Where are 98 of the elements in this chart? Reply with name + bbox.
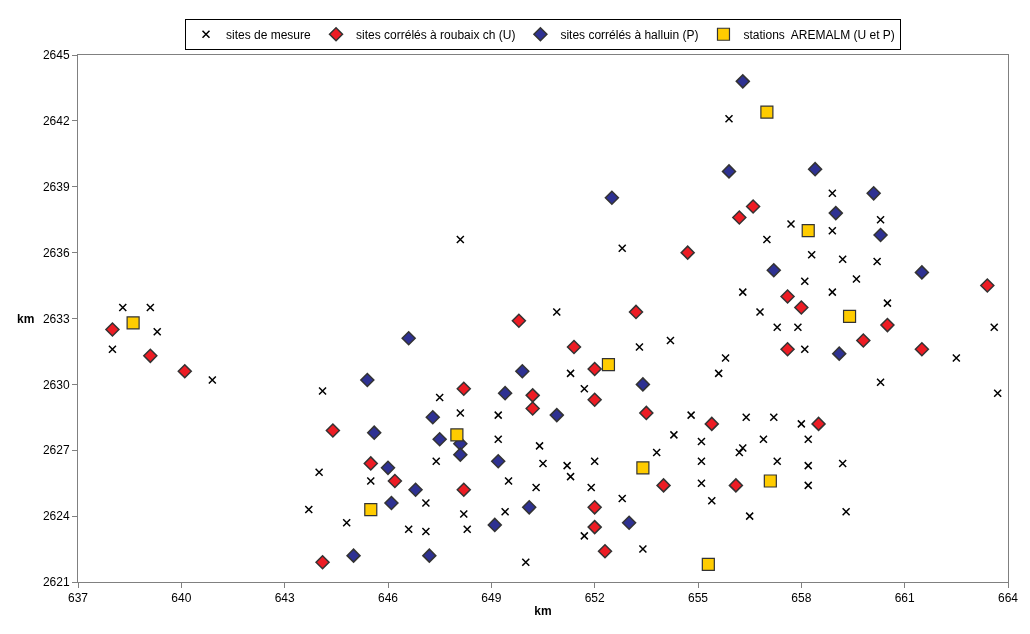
y-tick-label: 2621 bbox=[42, 575, 70, 590]
point bbox=[763, 474, 777, 488]
point bbox=[364, 502, 378, 517]
point bbox=[604, 190, 620, 205]
point bbox=[521, 500, 537, 515]
point bbox=[794, 300, 809, 315]
point bbox=[701, 557, 715, 572]
point bbox=[346, 548, 361, 563]
point bbox=[432, 432, 447, 447]
point bbox=[363, 456, 379, 471]
point bbox=[680, 245, 695, 260]
x-tick-label: 652 bbox=[584, 591, 605, 606]
x-tick-label: 658 bbox=[791, 591, 812, 606]
point bbox=[656, 478, 671, 493]
point bbox=[856, 333, 871, 348]
point bbox=[360, 372, 375, 388]
x-tick-label: 664 bbox=[997, 591, 1019, 606]
y-tick-label: 2633 bbox=[42, 311, 70, 326]
y-tick-label: 2627 bbox=[42, 443, 70, 458]
point bbox=[601, 358, 616, 372]
point bbox=[456, 482, 472, 498]
point bbox=[422, 548, 437, 563]
point bbox=[639, 405, 654, 421]
point bbox=[873, 227, 888, 243]
y-tick-label: 2639 bbox=[42, 179, 70, 194]
legend-label: sites corrélés à roubaix ch (U) bbox=[356, 27, 516, 42]
point bbox=[450, 428, 464, 442]
point bbox=[866, 186, 881, 201]
x-axis-title: km bbox=[534, 604, 552, 619]
point bbox=[811, 416, 826, 432]
x-tick-label: 649 bbox=[481, 591, 502, 606]
point bbox=[621, 515, 637, 530]
point bbox=[721, 164, 737, 179]
point bbox=[425, 410, 441, 425]
point bbox=[408, 482, 423, 498]
point bbox=[177, 363, 193, 379]
legend-label: sites corrélés à halluin (P) bbox=[560, 27, 699, 42]
point bbox=[453, 447, 468, 462]
point bbox=[842, 309, 857, 323]
point bbox=[636, 461, 650, 475]
point bbox=[126, 316, 140, 330]
x-tick-label: 646 bbox=[377, 591, 399, 606]
point bbox=[880, 317, 895, 333]
point bbox=[728, 478, 744, 493]
x-tick-label: 640 bbox=[171, 591, 192, 606]
point bbox=[587, 361, 602, 377]
y-tick-label: 2645 bbox=[42, 48, 70, 63]
point bbox=[525, 388, 540, 403]
point bbox=[366, 425, 382, 440]
point bbox=[511, 313, 527, 328]
point bbox=[732, 210, 747, 225]
point bbox=[980, 278, 995, 293]
point bbox=[801, 224, 815, 238]
point bbox=[780, 341, 795, 357]
point bbox=[760, 105, 774, 119]
point bbox=[766, 262, 782, 278]
x-tick-label: 661 bbox=[894, 591, 915, 606]
point bbox=[497, 385, 513, 401]
point bbox=[143, 348, 158, 364]
point bbox=[315, 554, 330, 570]
point bbox=[456, 381, 472, 397]
x-tick-label: 637 bbox=[67, 591, 89, 606]
point bbox=[105, 322, 120, 337]
point bbox=[745, 199, 761, 214]
x-tick-label: 655 bbox=[687, 591, 709, 606]
point bbox=[735, 74, 751, 89]
point bbox=[704, 416, 720, 432]
point bbox=[831, 346, 847, 361]
point bbox=[401, 331, 416, 346]
point bbox=[387, 473, 403, 489]
legend-label: stations AREMALM (U et P) bbox=[743, 27, 895, 42]
point bbox=[780, 289, 795, 304]
y-axis-title: km bbox=[17, 312, 35, 326]
point bbox=[587, 519, 602, 535]
point bbox=[487, 517, 503, 533]
point bbox=[566, 339, 582, 355]
point bbox=[515, 363, 530, 379]
point bbox=[380, 460, 396, 476]
point bbox=[587, 392, 602, 407]
point bbox=[525, 401, 540, 416]
point bbox=[635, 377, 651, 392]
y-tick-label: 2636 bbox=[42, 245, 70, 260]
y-tick-label: 2642 bbox=[42, 114, 70, 129]
point bbox=[597, 544, 613, 559]
point bbox=[490, 453, 506, 469]
point bbox=[628, 304, 644, 320]
y-tick-label: 2624 bbox=[42, 509, 70, 524]
point bbox=[587, 500, 602, 515]
point bbox=[549, 407, 565, 423]
point bbox=[325, 423, 341, 438]
point bbox=[384, 495, 399, 511]
x-tick-label: 643 bbox=[274, 591, 295, 606]
point bbox=[807, 161, 823, 177]
y-tick-label: 2630 bbox=[42, 377, 70, 392]
legend-label: sites de mesure bbox=[226, 27, 312, 42]
point bbox=[914, 265, 930, 280]
point bbox=[828, 205, 844, 221]
point bbox=[914, 341, 930, 357]
